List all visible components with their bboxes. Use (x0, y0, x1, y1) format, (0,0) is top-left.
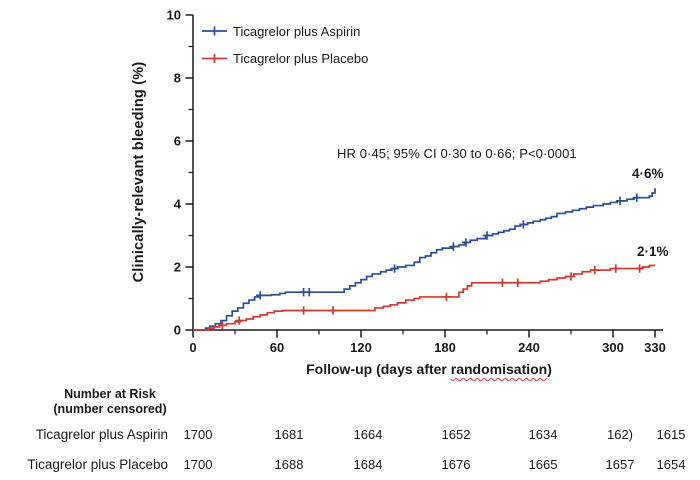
svg-text:330: 330 (644, 340, 666, 355)
legend-label-ticagrelor-placebo: Ticagrelor plus Placebo (233, 51, 369, 66)
risk-value: 1615 (656, 427, 686, 442)
svg-text:2: 2 (174, 260, 181, 275)
svg-text:300: 300 (602, 340, 624, 355)
risk-value: 1700 (183, 457, 213, 472)
risk-value: 1681 (274, 427, 304, 442)
risk-value: 1700 (183, 427, 213, 442)
svg-text:6: 6 (174, 134, 181, 149)
x-axis-title-prefix: Follow-up (days after (306, 361, 451, 377)
risk-value: 1684 (353, 457, 383, 472)
km-plot: 0 2 4 6 8 10 0 60 120 180 240 300 330 (167, 8, 666, 356)
risk-value: 1676 (441, 457, 471, 472)
risk-table-header-line2: (number censored) (53, 402, 167, 416)
svg-text:8: 8 (174, 71, 181, 86)
x-axis-title-suffix: ) (547, 361, 552, 377)
risk-row-label-placebo: Ticagrelor plus Placebo (27, 457, 168, 472)
legend-label-ticagrelor-aspirin: Ticagrelor plus Aspirin (233, 24, 361, 39)
svg-text:60: 60 (270, 340, 284, 355)
svg-text:4: 4 (174, 197, 182, 212)
risk-row-label-aspirin: Ticagrelor plus Aspirin (35, 427, 168, 442)
svg-text:10: 10 (167, 8, 181, 23)
risk-table-header: Number at Risk (number censored) (30, 387, 190, 417)
end-label-aspirin: 4·6% (632, 166, 664, 181)
hazard-ratio-annotation: HR 0·45; 95% CI 0·30 to 0·66; P<0·0001 (337, 146, 577, 161)
risk-table-header-line1: Number at Risk (64, 387, 156, 401)
x-axis-title: Follow-up (days after randomisation) (306, 361, 552, 377)
risk-value: 1634 (528, 427, 558, 442)
svg-text:120: 120 (350, 340, 372, 355)
risk-value: 1664 (353, 427, 383, 442)
end-label-placebo: 2·1% (637, 244, 669, 259)
svg-text:0: 0 (174, 323, 181, 338)
risk-value: 1665 (528, 457, 558, 472)
svg-text:240: 240 (518, 340, 540, 355)
risk-value: 1652 (441, 427, 471, 442)
x-axis-title-wavy-word: randomisation (450, 361, 548, 377)
svg-text:180: 180 (434, 340, 456, 355)
risk-value: 162) (606, 427, 634, 442)
risk-value: 1657 (605, 457, 635, 472)
risk-value: 1654 (656, 457, 686, 472)
risk-value: 1688 (274, 457, 304, 472)
svg-text:0: 0 (189, 340, 196, 355)
y-axis-title: Clinically-relevant bleeding (%) (131, 61, 147, 283)
